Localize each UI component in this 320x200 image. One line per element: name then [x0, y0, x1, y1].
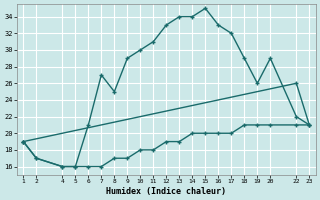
- X-axis label: Humidex (Indice chaleur): Humidex (Indice chaleur): [106, 187, 226, 196]
